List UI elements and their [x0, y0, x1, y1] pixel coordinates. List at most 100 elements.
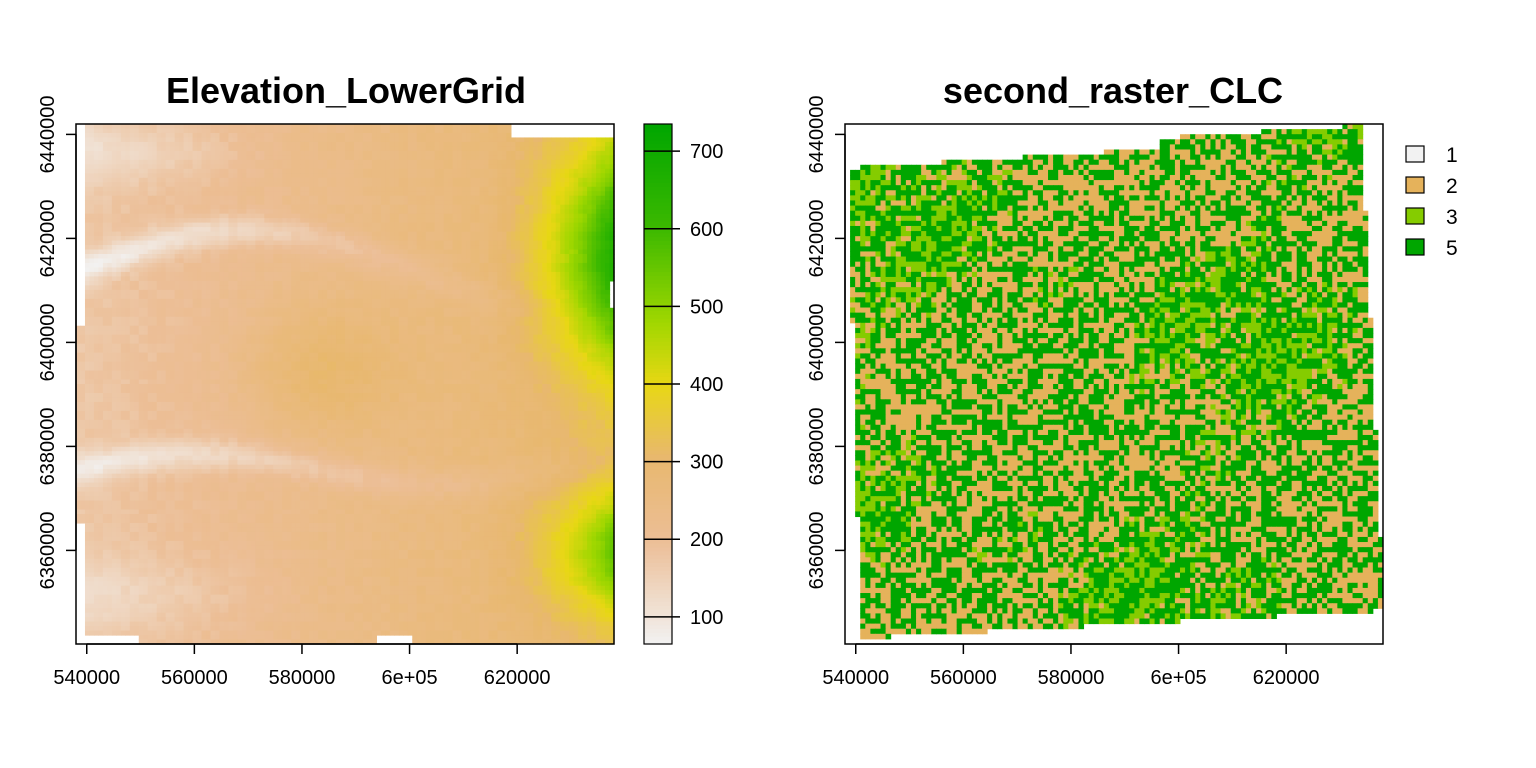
- elevation-cell: [367, 137, 372, 142]
- elevation-cell: [471, 128, 476, 133]
- elevation-cell: [273, 164, 278, 169]
- elevation-cell: [533, 164, 538, 169]
- elevation-cell: [305, 164, 310, 169]
- elevation-cell: [444, 124, 449, 129]
- elevation-cell: [273, 191, 278, 196]
- elevation-cell: [309, 187, 314, 192]
- elevation-cell: [130, 182, 135, 187]
- elevation-cell: [103, 178, 108, 183]
- elevation-cell: [139, 128, 144, 133]
- elevation-cell: [260, 160, 265, 165]
- elevation-cell: [166, 160, 171, 165]
- elevation-cell: [291, 151, 296, 156]
- elevation-cell: [179, 178, 184, 183]
- elevation-cell: [202, 173, 207, 178]
- elevation-cell: [287, 164, 292, 169]
- elevation-cell: [381, 191, 386, 196]
- elevation-cell: [103, 187, 108, 192]
- elevation-cell: [125, 164, 130, 169]
- elevation-cell: [287, 133, 292, 138]
- elevation-cell: [506, 187, 511, 192]
- elevation-cell: [125, 155, 130, 160]
- elevation-cell: [116, 169, 121, 174]
- elevation-cell: [462, 178, 467, 183]
- elevation-cell: [457, 137, 462, 142]
- elevation-cell: [376, 178, 381, 183]
- elevation-cell: [367, 160, 372, 165]
- elevation-cell: [524, 160, 529, 165]
- elevation-cell: [462, 169, 467, 174]
- elevation-cell: [574, 164, 579, 169]
- elevation-cell: [264, 182, 269, 187]
- elevation-cell: [601, 142, 606, 147]
- elevation-cell: [471, 191, 476, 196]
- elevation-cell: [134, 182, 139, 187]
- elevation-cell: [170, 155, 175, 160]
- elevation-cell: [305, 124, 310, 129]
- elevation-cell: [148, 178, 153, 183]
- elevation-cell: [314, 146, 319, 151]
- elevation-cell: [399, 160, 404, 165]
- elevation-cell: [251, 133, 256, 138]
- elevation-cell: [453, 169, 458, 174]
- elevation-cell: [125, 146, 130, 151]
- elevation-cell: [273, 187, 278, 192]
- elevation-cell: [193, 191, 198, 196]
- elevation-cell: [175, 151, 180, 156]
- elevation-raster: [76, 124, 615, 645]
- elevation-cell: [305, 182, 310, 187]
- elevation-cell: [336, 128, 341, 133]
- elevation-cell: [246, 191, 251, 196]
- elevation-cell: [166, 146, 171, 151]
- elevation-cell: [583, 142, 588, 147]
- elevation-cell: [148, 164, 153, 169]
- elevation-cell: [89, 137, 94, 142]
- elevation-cell: [219, 155, 224, 160]
- elevation-cell: [148, 187, 153, 192]
- elevation-cell: [367, 124, 372, 129]
- elevation-cell: [107, 169, 112, 174]
- elevation-cell: [107, 173, 112, 178]
- elevation-cell: [435, 182, 440, 187]
- elevation-cell: [574, 155, 579, 160]
- elevation-cell: [179, 128, 184, 133]
- elevation-cell: [448, 142, 453, 147]
- elevation-cell: [385, 128, 390, 133]
- elevation-cell: [354, 151, 359, 156]
- elevation-cell: [143, 151, 148, 156]
- elevation-cell: [493, 164, 498, 169]
- elevation-cell: [439, 178, 444, 183]
- elevation-cell: [323, 128, 328, 133]
- elevation-cell: [291, 196, 296, 201]
- elevation-cell: [457, 124, 462, 129]
- elevation-cell: [408, 164, 413, 169]
- elevation-cell: [157, 160, 162, 165]
- elevation-cell: [529, 151, 534, 156]
- elevation-cell: [318, 137, 323, 142]
- elevation-cell: [511, 142, 516, 147]
- elevation-cell: [381, 133, 386, 138]
- elevation-cell: [157, 137, 162, 142]
- elevation-cell: [94, 173, 99, 178]
- elevation-cell: [228, 173, 233, 178]
- elevation-cell: [417, 146, 422, 151]
- elevation-cell: [399, 178, 404, 183]
- elevation-cell: [435, 178, 440, 183]
- elevation-cell: [529, 137, 534, 142]
- elevation-cell: [327, 133, 332, 138]
- elevation-cell: [466, 169, 471, 174]
- elevation-cell: [547, 160, 552, 165]
- elevation-cell: [506, 151, 511, 156]
- elevation-cell: [255, 178, 260, 183]
- elevation-cell: [264, 173, 269, 178]
- elevation-cell: [453, 146, 458, 151]
- elevation-cell: [372, 133, 377, 138]
- elevation-cell: [269, 164, 274, 169]
- elevation-cell: [529, 142, 534, 147]
- elevation-cell: [578, 187, 583, 192]
- elevation-cell: [242, 187, 247, 192]
- elevation-cell: [515, 178, 520, 183]
- elevation-cell: [202, 133, 207, 138]
- elevation-cell: [430, 182, 435, 187]
- elevation-cell: [107, 133, 112, 138]
